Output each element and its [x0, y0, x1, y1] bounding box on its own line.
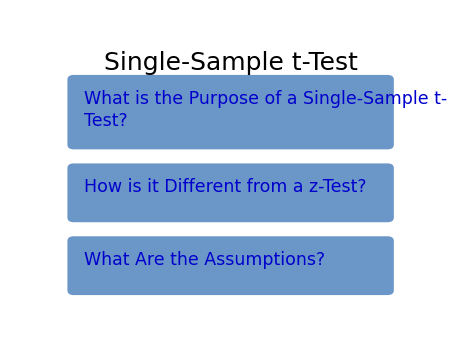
FancyBboxPatch shape	[68, 236, 394, 295]
Text: Single-Sample t-Test: Single-Sample t-Test	[104, 51, 358, 75]
Text: What is the Purpose of a Single-Sample t-
Test?: What is the Purpose of a Single-Sample t…	[84, 90, 447, 130]
Text: How is it Different from a z-Test?: How is it Different from a z-Test?	[84, 178, 367, 196]
FancyBboxPatch shape	[68, 75, 394, 149]
Text: What Are the Assumptions?: What Are the Assumptions?	[84, 251, 325, 269]
FancyBboxPatch shape	[68, 163, 394, 222]
